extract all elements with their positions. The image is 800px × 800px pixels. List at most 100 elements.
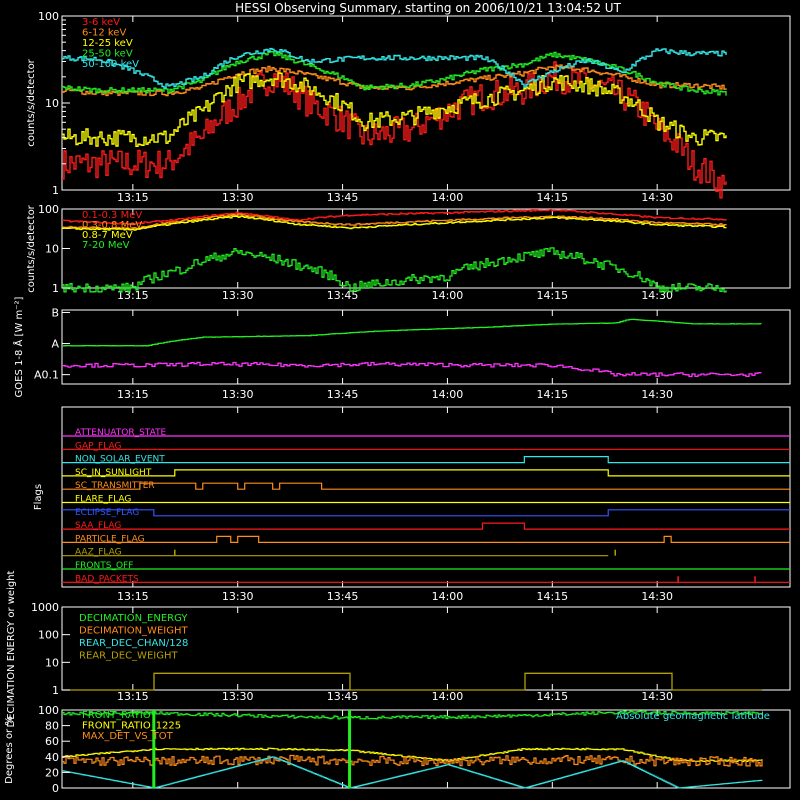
goes-x-tick-label: 14:15 — [536, 388, 568, 401]
xray-legend-2: 12-25 keV — [82, 38, 133, 49]
decimation-x-tick-label: 13:30 — [222, 690, 254, 703]
xray-x-tick-label: 14:00 — [432, 191, 464, 204]
flag-label-2: NON_SOLAR_EVENT — [75, 455, 165, 465]
decimation-y-tick-label: 1 — [52, 684, 59, 697]
ratio-y-tick-label: 0 — [52, 782, 59, 795]
flag-label-7: SAA_FLAG — [75, 521, 121, 531]
ratio-legend-1: FRONT_RATIO_1225 — [82, 721, 181, 732]
decimation-y-label: DECIMATION ENERGY or weight — [6, 570, 17, 727]
xray-series-3 — [62, 50, 727, 96]
flag-label-0: ATTENUATOR_STATE — [75, 428, 167, 438]
flags-frame — [61, 406, 791, 588]
flag-label-10: FRONTS_OFF — [75, 561, 133, 571]
goes-x-tick-label: 14:30 — [641, 388, 673, 401]
ratio-series-0 — [62, 710, 763, 720]
ratio-y-tick-label: 40 — [45, 751, 59, 764]
goes-x-tick-label: 13:15 — [117, 388, 149, 401]
xray-series-0 — [62, 61, 727, 199]
ratio-series-1 — [62, 747, 763, 763]
ratio-legend-0: FRONT_RATIO — [82, 710, 151, 721]
xray-x-tick-label: 14:30 — [641, 191, 673, 204]
xray-y-tick-label: 100 — [38, 10, 59, 23]
gamma-x-tick-label: 14:15 — [536, 289, 568, 302]
goes-series-0 — [62, 318, 762, 347]
flags-x-tick-label: 14:00 — [432, 590, 464, 603]
decimation-y-tick-label: 100 — [38, 629, 59, 642]
gamma-y-tick-label: 1 — [52, 282, 59, 295]
xray-x-tick-label: 13:15 — [117, 191, 149, 204]
flag-line-3 — [62, 469, 790, 477]
flag-label-4: SC_TRANSMITTER — [75, 481, 155, 491]
ratio-series-2 — [62, 754, 763, 767]
gamma-x-tick-label: 14:00 — [432, 289, 464, 302]
ratio-series-3 — [62, 756, 763, 789]
flag-line-7 — [62, 522, 790, 530]
flag-label-3: SC_IN_SUNLIGHT — [75, 468, 152, 478]
ratio-legend-2: MAX_DET_VS_TOT — [82, 731, 174, 742]
decimation-legend-0: DECIMATION_ENERGY — [79, 613, 188, 624]
flags-x-tick-label: 14:30 — [641, 590, 673, 603]
goes-y-tick-label: A0.1 — [34, 369, 59, 382]
flags-x-tick-label: 13:45 — [327, 590, 359, 603]
goes-frame — [61, 309, 791, 385]
decimation-legend-1: DECIMATION_WEIGHT — [79, 626, 188, 637]
gamma-y-tick-label: 100 — [38, 203, 59, 216]
flag-label-6: ECLIPSE_FLAG — [75, 508, 139, 518]
flags-x-tick-label: 13:30 — [222, 590, 254, 603]
decimation-y-tick-label: 10 — [45, 656, 59, 669]
flag-label-5: FLARE_FLAG — [75, 495, 131, 505]
gamma-x-tick-label: 13:15 — [117, 289, 149, 302]
xray-legend-3: 25-50 keV — [82, 49, 133, 60]
flag-label-8: PARTICLE_FLAG — [75, 534, 145, 544]
flag-line-2 — [62, 456, 790, 464]
gamma-legend-1: 0.3-0.8 MeV — [82, 220, 142, 231]
flag-line-6 — [62, 509, 790, 517]
gamma-x-tick-label: 13:45 — [327, 289, 359, 302]
flags-x-tick-label: 13:15 — [117, 590, 149, 603]
flag-label-11: BAD_PACKETS — [75, 574, 139, 584]
decimation-x-tick-label: 14:30 — [641, 690, 673, 703]
goes-y-tick-label: B — [51, 306, 59, 319]
decimation-x-tick-label: 13:45 — [327, 690, 359, 703]
flag-label-9: AAZ_FLAG — [75, 548, 122, 558]
flag-label-1: GAP_FLAG — [75, 441, 121, 451]
goes-y-label: GOES 1-8 Å [W m⁻²] — [12, 296, 25, 397]
decimation-x-tick-label: 14:00 — [432, 690, 464, 703]
gamma-legend-2: 0.8-7 MeV — [82, 230, 133, 241]
xray-x-tick-label: 13:30 — [222, 191, 254, 204]
decimation-x-tick-label: 13:15 — [117, 690, 149, 703]
goes-x-tick-label: 13:45 — [327, 388, 359, 401]
flag-line-4 — [62, 482, 790, 490]
xray-y-label: counts/s/detector — [26, 58, 37, 146]
gamma-y-label: counts/s/detector — [26, 204, 37, 292]
gamma-legend-0: 0.1-0.3 MeV — [82, 210, 142, 221]
chart-title: HESSI Observing Summary, starting on 200… — [235, 1, 621, 15]
goes-x-tick-label: 14:00 — [432, 388, 464, 401]
gamma-legend-3: 7-20 MeV — [82, 240, 130, 251]
goes-series-1 — [62, 361, 762, 378]
ratio-y-tick-label: 100 — [38, 704, 59, 717]
xray-x-tick-label: 14:15 — [536, 191, 568, 204]
gamma-y-tick-label: 10 — [45, 243, 59, 256]
gamma-x-tick-label: 13:30 — [222, 289, 254, 302]
flags-x-tick-label: 14:15 — [536, 590, 568, 603]
goes-y-tick-label: A — [51, 338, 59, 351]
ratio-y-tick-label: 80 — [45, 720, 59, 733]
xray-legend-4: 50-100 keV — [82, 59, 139, 70]
xray-x-tick-label: 13:45 — [327, 191, 359, 204]
decimation-y-tick-label: 1000 — [31, 601, 59, 614]
xray-legend-0: 3-6 keV — [82, 17, 120, 28]
ratios-frame — [61, 709, 791, 789]
ratio-y-label: Degrees or % — [4, 716, 15, 784]
gamma-series-0 — [62, 208, 727, 225]
flags-y-label: Flags — [33, 484, 44, 510]
xray-legend-1: 6-12 keV — [82, 28, 126, 39]
xray-y-tick-label: 1 — [52, 184, 59, 197]
decimation-series-3 — [62, 672, 762, 691]
decimation-legend-3: REAR_DEC_WEIGHT — [79, 651, 178, 662]
xray-series-2 — [62, 72, 727, 147]
decimation-legend-2: REAR_DEC_CHAN/128 — [79, 638, 188, 649]
gamma-series-2 — [62, 215, 727, 231]
